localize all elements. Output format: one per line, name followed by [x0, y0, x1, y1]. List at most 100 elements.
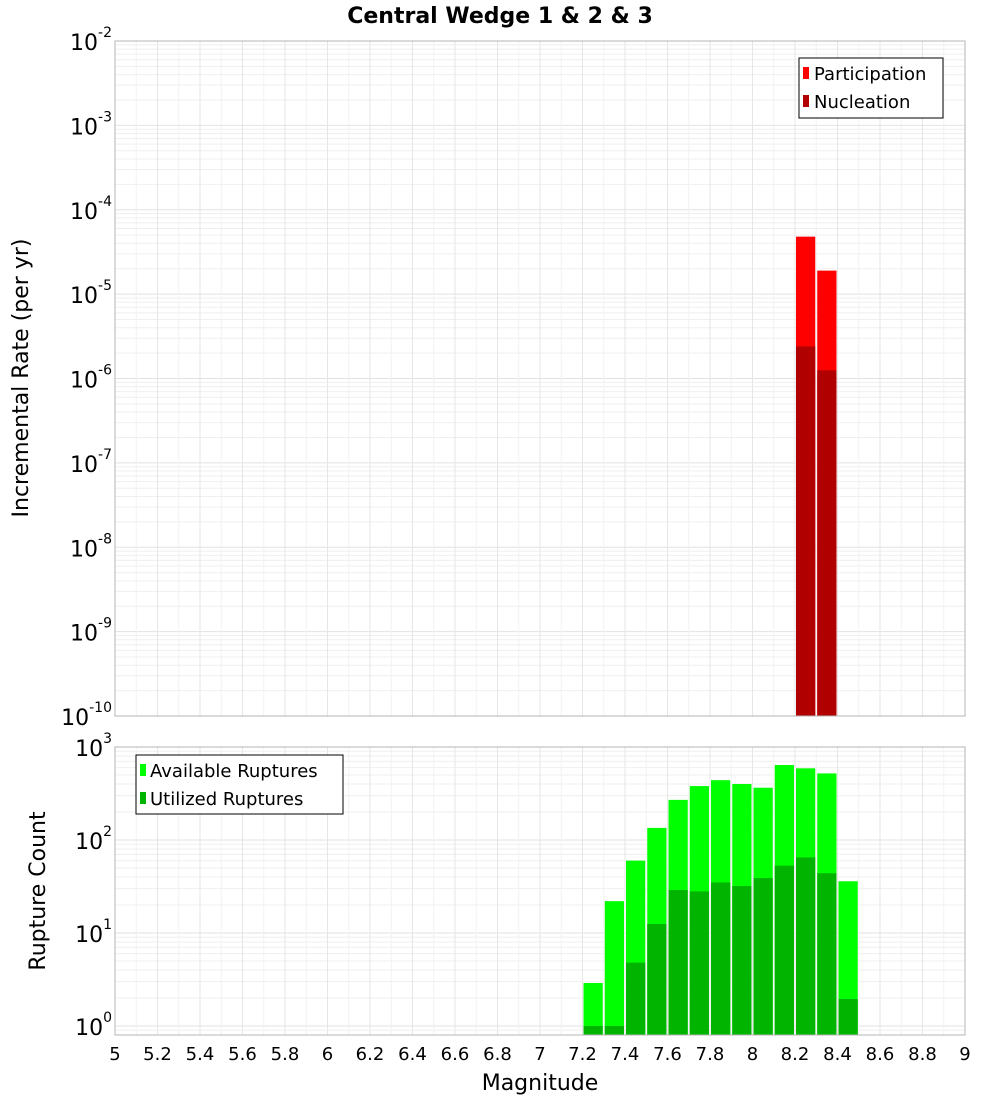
x-tick-label: 5.4 [186, 1044, 215, 1065]
x-tick-label: 7.2 [568, 1044, 597, 1065]
x-tick-label: 5 [109, 1044, 120, 1065]
x-tick-label: 8.4 [823, 1044, 852, 1065]
y-tick-base: 10 [61, 706, 89, 731]
bottom-plot-border [114, 746, 966, 1036]
top-y-tick-label: 10-7 [70, 447, 112, 478]
top-legend: Participation Nucleation [798, 57, 944, 119]
bar-available-ruptures-0 [583, 982, 603, 1035]
y-tick-exponent: -4 [98, 194, 112, 210]
x-tick-label: 5.8 [271, 1044, 300, 1065]
x-tick-label: 7.4 [611, 1044, 640, 1065]
y-tick-base: 10 [70, 622, 98, 647]
bar-utilized-ruptures-8 [753, 878, 773, 1035]
y-tick-base: 10 [70, 31, 98, 56]
top-panel: 10-210-310-410-510-610-710-810-910-10 In… [9, 25, 966, 731]
y-tick-exponent: -3 [98, 109, 112, 125]
x-tick-label: 5.2 [143, 1044, 172, 1065]
y-tick-exponent: 0 [103, 1010, 112, 1026]
legend-label-nucleation: Nucleation [814, 92, 910, 113]
top-y-tick-label: 10-5 [70, 278, 112, 309]
x-tick-label: 8.8 [908, 1044, 937, 1065]
x-tick-label: 6 [322, 1044, 333, 1065]
x-tick-label: 8.2 [781, 1044, 810, 1065]
top-y-tick-label: 10-3 [70, 109, 112, 140]
x-tick-label: 7.6 [653, 1044, 682, 1065]
bottom-legend-box [135, 754, 344, 815]
x-tick-label: 5.6 [228, 1044, 257, 1065]
bar-utilized-ruptures-4 [668, 889, 688, 1035]
top-plot-border [114, 40, 966, 717]
y-tick-base: 10 [70, 284, 98, 309]
x-tick-label: 6.4 [398, 1044, 427, 1065]
y-tick-exponent: -9 [98, 616, 112, 632]
legend-label-utilized-ruptures: Utilized Ruptures [150, 789, 303, 810]
y-tick-exponent: -6 [98, 363, 112, 379]
legend-label-participation: Participation [814, 64, 926, 85]
y-tick-base: 10 [70, 537, 98, 562]
y-tick-base: 10 [70, 453, 98, 478]
chart-title: Central Wedge 1 & 2 & 3 [347, 4, 653, 29]
bar-available-ruptures-12 [838, 881, 858, 1035]
y-tick-base: 10 [70, 115, 98, 140]
bar-utilized-ruptures-12 [838, 999, 858, 1035]
bar-utilized-ruptures-2 [626, 962, 646, 1035]
x-tick-label: 7.8 [696, 1044, 725, 1065]
bottom-y-tick-label: 102 [75, 824, 112, 855]
y-tick-exponent: -2 [98, 25, 112, 41]
top-y-tick-label: 10-9 [70, 616, 112, 647]
y-tick-base: 10 [75, 737, 103, 762]
top-y-tick-label: 10-6 [70, 363, 112, 394]
top-y-ticks: 10-210-310-410-510-610-710-810-910-10 [61, 25, 112, 731]
bottom-y-tick-label: 100 [75, 1010, 112, 1041]
x-tick-label: 6.2 [356, 1044, 385, 1065]
legend-swatch-participation [803, 67, 809, 79]
bottom-bars [583, 765, 858, 1035]
x-ticks: 5 5.2 5.4 5.6 5.8 6 6.2 6.4 6.6 6.8 7 7.2 7.4 7.6 7.8 8… [109, 1044, 970, 1065]
bar-utilized-ruptures-11 [817, 873, 837, 1035]
top-y-axis-label: Incremental Rate (per yr) [9, 239, 34, 518]
y-tick-base: 10 [75, 830, 103, 855]
bottom-y-axis-label: Rupture Count [26, 811, 51, 971]
legend-swatch-available-ruptures [140, 764, 146, 776]
bar-available-ruptures-1 [604, 901, 624, 1035]
bar-utilized-ruptures-1 [604, 1025, 624, 1035]
bar-utilized-ruptures-3 [647, 923, 667, 1035]
y-tick-base: 10 [70, 369, 98, 394]
bar-utilized-ruptures-9 [774, 865, 794, 1035]
y-tick-exponent: -5 [98, 278, 112, 294]
y-tick-base: 10 [75, 1016, 103, 1041]
top-y-tick-label: 10-2 [70, 25, 112, 56]
y-tick-base: 10 [70, 200, 98, 225]
x-tick-label: 6.6 [441, 1044, 470, 1065]
top-y-tick-label: 10-4 [70, 194, 112, 225]
x-tick-label: 6.8 [483, 1044, 512, 1065]
bar-nucleation-0 [796, 346, 816, 716]
top-y-tick-label: 10-10 [61, 700, 112, 731]
y-tick-exponent: -8 [98, 531, 112, 547]
top-legend-box [798, 57, 944, 119]
y-tick-exponent: 1 [103, 917, 112, 933]
bottom-legend: Available Ruptures Utilized Ruptures [135, 754, 344, 815]
bar-utilized-ruptures-6 [711, 882, 731, 1035]
bar-utilized-ruptures-5 [689, 891, 709, 1035]
legend-label-available-ruptures: Available Ruptures [150, 761, 318, 782]
top-bars [796, 236, 837, 716]
x-axis-label: Magnitude [482, 1071, 599, 1096]
top-grid [114, 41, 966, 717]
y-tick-exponent: 2 [103, 824, 112, 840]
bar-utilized-ruptures-10 [796, 857, 816, 1035]
bottom-y-tick-label: 103 [75, 731, 112, 762]
top-y-tick-label: 10-8 [70, 531, 112, 562]
x-tick-label: 8.6 [866, 1044, 895, 1065]
bar-utilized-ruptures-0 [583, 1025, 603, 1035]
x-tick-label: 9 [959, 1044, 970, 1065]
bar-nucleation-1 [817, 370, 837, 716]
y-tick-base: 10 [75, 923, 103, 948]
y-tick-exponent: -7 [98, 447, 112, 463]
y-tick-exponent: 3 [103, 731, 112, 747]
bar-utilized-ruptures-7 [732, 886, 752, 1035]
y-tick-exponent: -10 [89, 700, 112, 716]
x-tick-label: 8 [747, 1044, 758, 1065]
